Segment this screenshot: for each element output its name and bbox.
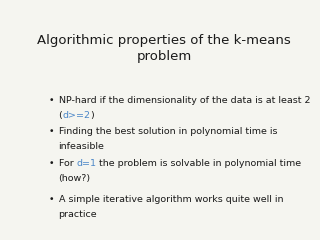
Text: ): ) xyxy=(90,111,94,120)
Text: •: • xyxy=(49,127,54,136)
Text: d>=2: d>=2 xyxy=(62,111,90,120)
Text: the problem is solvable in polynomial time: the problem is solvable in polynomial ti… xyxy=(96,159,301,168)
Text: d=1: d=1 xyxy=(76,159,96,168)
Text: (: ( xyxy=(59,111,62,120)
Text: practice: practice xyxy=(59,210,97,219)
Text: infeasible: infeasible xyxy=(59,142,104,151)
Text: NP-hard if the dimensionality of the data is at least 2: NP-hard if the dimensionality of the dat… xyxy=(59,96,310,105)
Text: Algorithmic properties of the k-means
problem: Algorithmic properties of the k-means pr… xyxy=(37,34,291,63)
Text: •: • xyxy=(49,195,54,204)
Text: •: • xyxy=(49,159,54,168)
Text: •: • xyxy=(49,96,54,105)
Text: A simple iterative algorithm works quite well in: A simple iterative algorithm works quite… xyxy=(59,195,283,204)
Text: (how?): (how?) xyxy=(59,174,91,183)
Text: For: For xyxy=(59,159,76,168)
Text: Finding the best solution in polynomial time is: Finding the best solution in polynomial … xyxy=(59,127,277,136)
